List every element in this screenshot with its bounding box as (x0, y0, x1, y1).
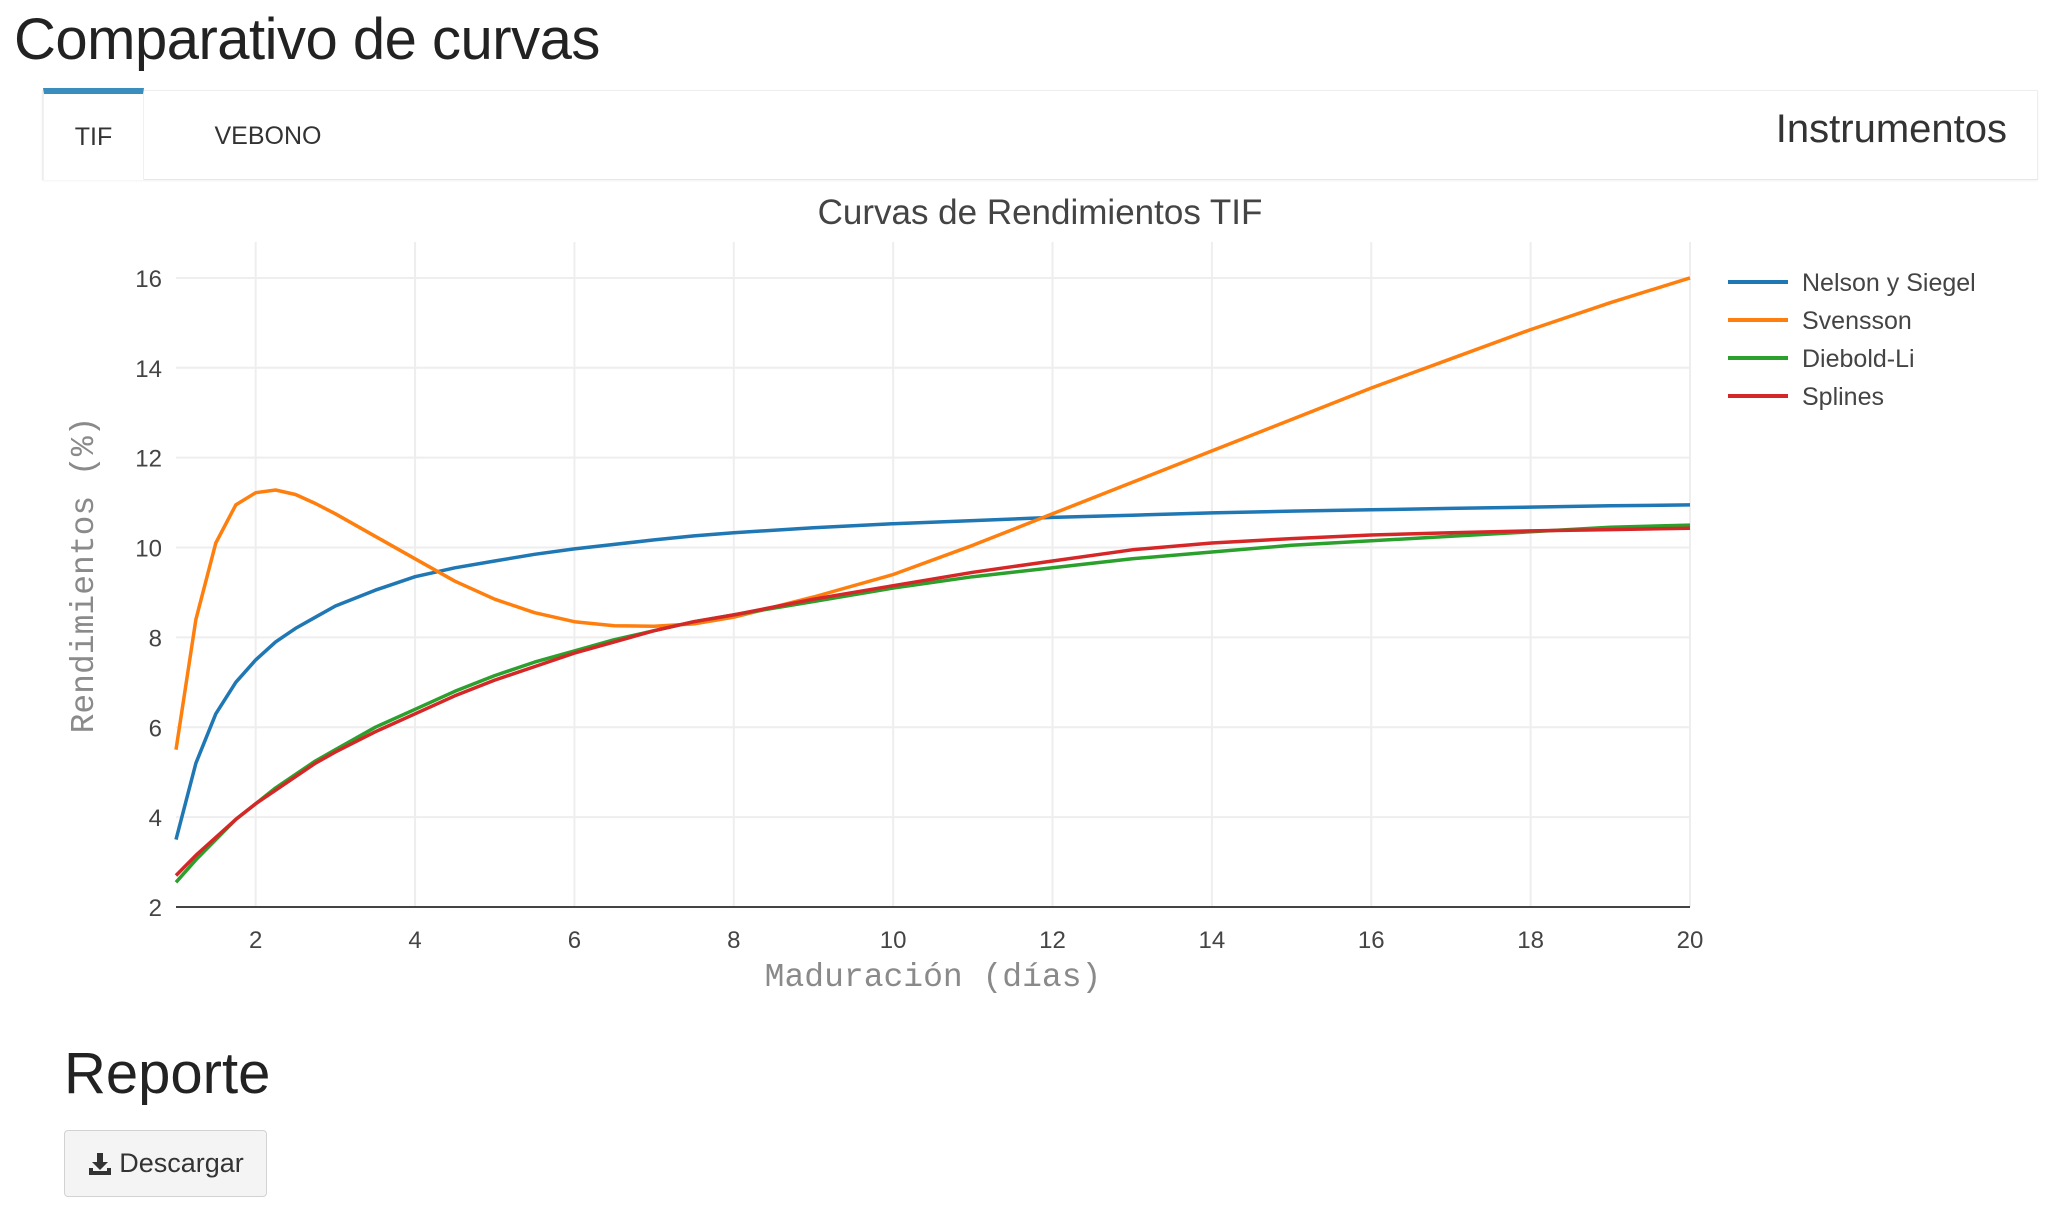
x-tick-label: 18 (1517, 927, 1544, 954)
legend-item[interactable]: Splines (1728, 383, 1884, 411)
x-tick-label: 10 (880, 927, 907, 954)
legend-label: Diebold-Li (1802, 345, 1915, 373)
grid-lines (176, 242, 1691, 907)
legend-item[interactable]: Diebold-Li (1728, 345, 1915, 373)
page-title: Comparativo de curvas (14, 7, 600, 72)
y-tick-label: 14 (135, 356, 162, 383)
series-lines (174, 276, 1691, 884)
y-tick-label: 4 (149, 805, 162, 832)
legend-label: Splines (1802, 383, 1884, 411)
y-axis-label: Rendimientos (%) (66, 417, 103, 734)
report-title: Reporte (64, 1041, 271, 1106)
legend-item[interactable]: Svensson (1728, 307, 1912, 335)
x-tick-label: 12 (1039, 927, 1066, 954)
x-tick-label: 6 (568, 927, 581, 954)
axes: 2 4 6 8 10 12 14 16 18 20 2 4 6 8 10 12 14 16 (135, 266, 1703, 954)
download-label: Descargar (119, 1148, 244, 1178)
y-tick-label: 8 (149, 625, 162, 652)
legend-label: Svensson (1802, 307, 1912, 335)
y-tick-label: 12 (135, 446, 162, 473)
y-tick-label: 16 (135, 266, 162, 293)
x-tick-label: 20 (1677, 927, 1704, 954)
chart-title: Curvas de Rendimientos TIF (818, 193, 1263, 232)
legend-label: Nelson y Siegel (1802, 269, 1976, 297)
download-icon (87, 1151, 113, 1177)
y-tick-label: 10 (135, 536, 162, 563)
x-tick-label: 14 (1199, 927, 1226, 954)
tab-tif[interactable]: TIF (43, 88, 144, 180)
legend-item[interactable]: Nelson y Siegel (1728, 269, 1976, 297)
yield-curve-chart: 2 4 6 8 10 12 14 16 18 20 2 4 6 8 10 12 14 16 Curvas de R… (66, 193, 1976, 996)
series-line-diebold-li[interactable] (174, 523, 1691, 884)
x-tick-label: 4 (408, 927, 421, 954)
download-button[interactable]: Descargar (64, 1130, 267, 1197)
legend[interactable]: Nelson y Siegel Svensson Diebold-Li Splines (1728, 269, 1976, 411)
tab-panel: TIF VEBONO Instrumentos (42, 88, 2038, 180)
series-line-splines[interactable] (174, 526, 1691, 877)
series-line-svensson[interactable] (174, 276, 1691, 750)
x-tick-label: 8 (727, 927, 740, 954)
x-tick-label: 16 (1358, 927, 1385, 954)
panel-header: Instrumentos (1775, 107, 2007, 151)
series-line-nelson-y-siegel[interactable] (174, 503, 1691, 841)
x-tick-label: 2 (249, 927, 262, 954)
x-axis-label: Maduración (días) (765, 959, 1102, 996)
y-tick-label: 2 (149, 895, 162, 922)
tab-vebono[interactable]: VEBONO (214, 121, 322, 150)
y-tick-label: 6 (149, 715, 162, 742)
